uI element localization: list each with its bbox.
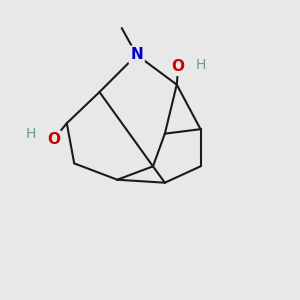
Text: O: O (172, 59, 185, 74)
Text: O: O (47, 132, 60, 147)
Text: N: N (130, 47, 143, 62)
Text: H: H (195, 58, 206, 72)
Text: H: H (26, 127, 36, 141)
